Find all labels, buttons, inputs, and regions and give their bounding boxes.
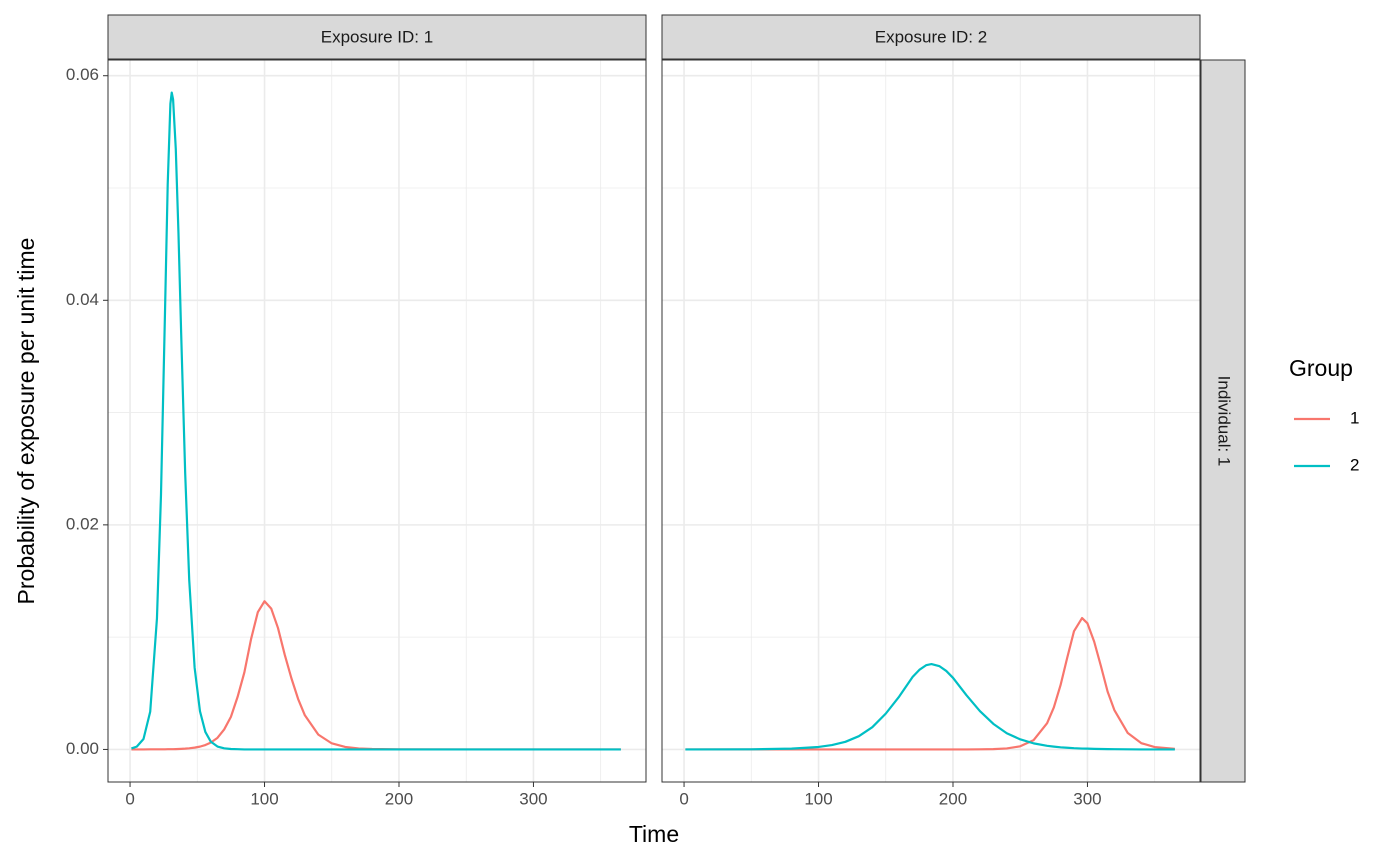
panel-border — [107, 59, 647, 783]
column-strip — [107, 14, 647, 60]
x-tick-label: 100 — [804, 789, 832, 808]
y-tick-label: 0.06 — [66, 65, 99, 84]
y-tick-label: 0.04 — [66, 290, 99, 309]
column-strip — [661, 14, 1201, 60]
row-strip-label: Individual: 1 — [1215, 376, 1234, 467]
y-axis-title: Probability of exposure per unit time — [13, 238, 39, 605]
legend-title: Group — [1289, 355, 1353, 381]
x-tick-label: 200 — [939, 789, 967, 808]
y-tick-label: 0.00 — [66, 739, 99, 758]
x-tick-label: 100 — [250, 789, 278, 808]
x-tick-label: 0 — [679, 789, 688, 808]
strip-label: Exposure ID: 1 — [321, 27, 433, 46]
x-axis-title: Time — [629, 821, 679, 847]
panel-background — [108, 60, 646, 782]
series-line — [131, 91, 621, 751]
x-tick-label: 200 — [385, 789, 413, 808]
x-tick-label: 300 — [519, 789, 547, 808]
legend-label: 2 — [1350, 455, 1359, 474]
panel-background — [662, 60, 1200, 782]
series-line — [685, 616, 1175, 751]
x-tick-label: 0 — [125, 789, 134, 808]
y-tick-label: 0.02 — [66, 514, 99, 533]
x-tick-label: 300 — [1073, 789, 1101, 808]
strip-label: Exposure ID: 2 — [875, 27, 987, 46]
series-line — [685, 663, 1175, 751]
series-line — [131, 600, 621, 751]
legend-label: 1 — [1350, 408, 1359, 427]
panel-border — [661, 59, 1201, 783]
row-strip — [1200, 59, 1246, 783]
